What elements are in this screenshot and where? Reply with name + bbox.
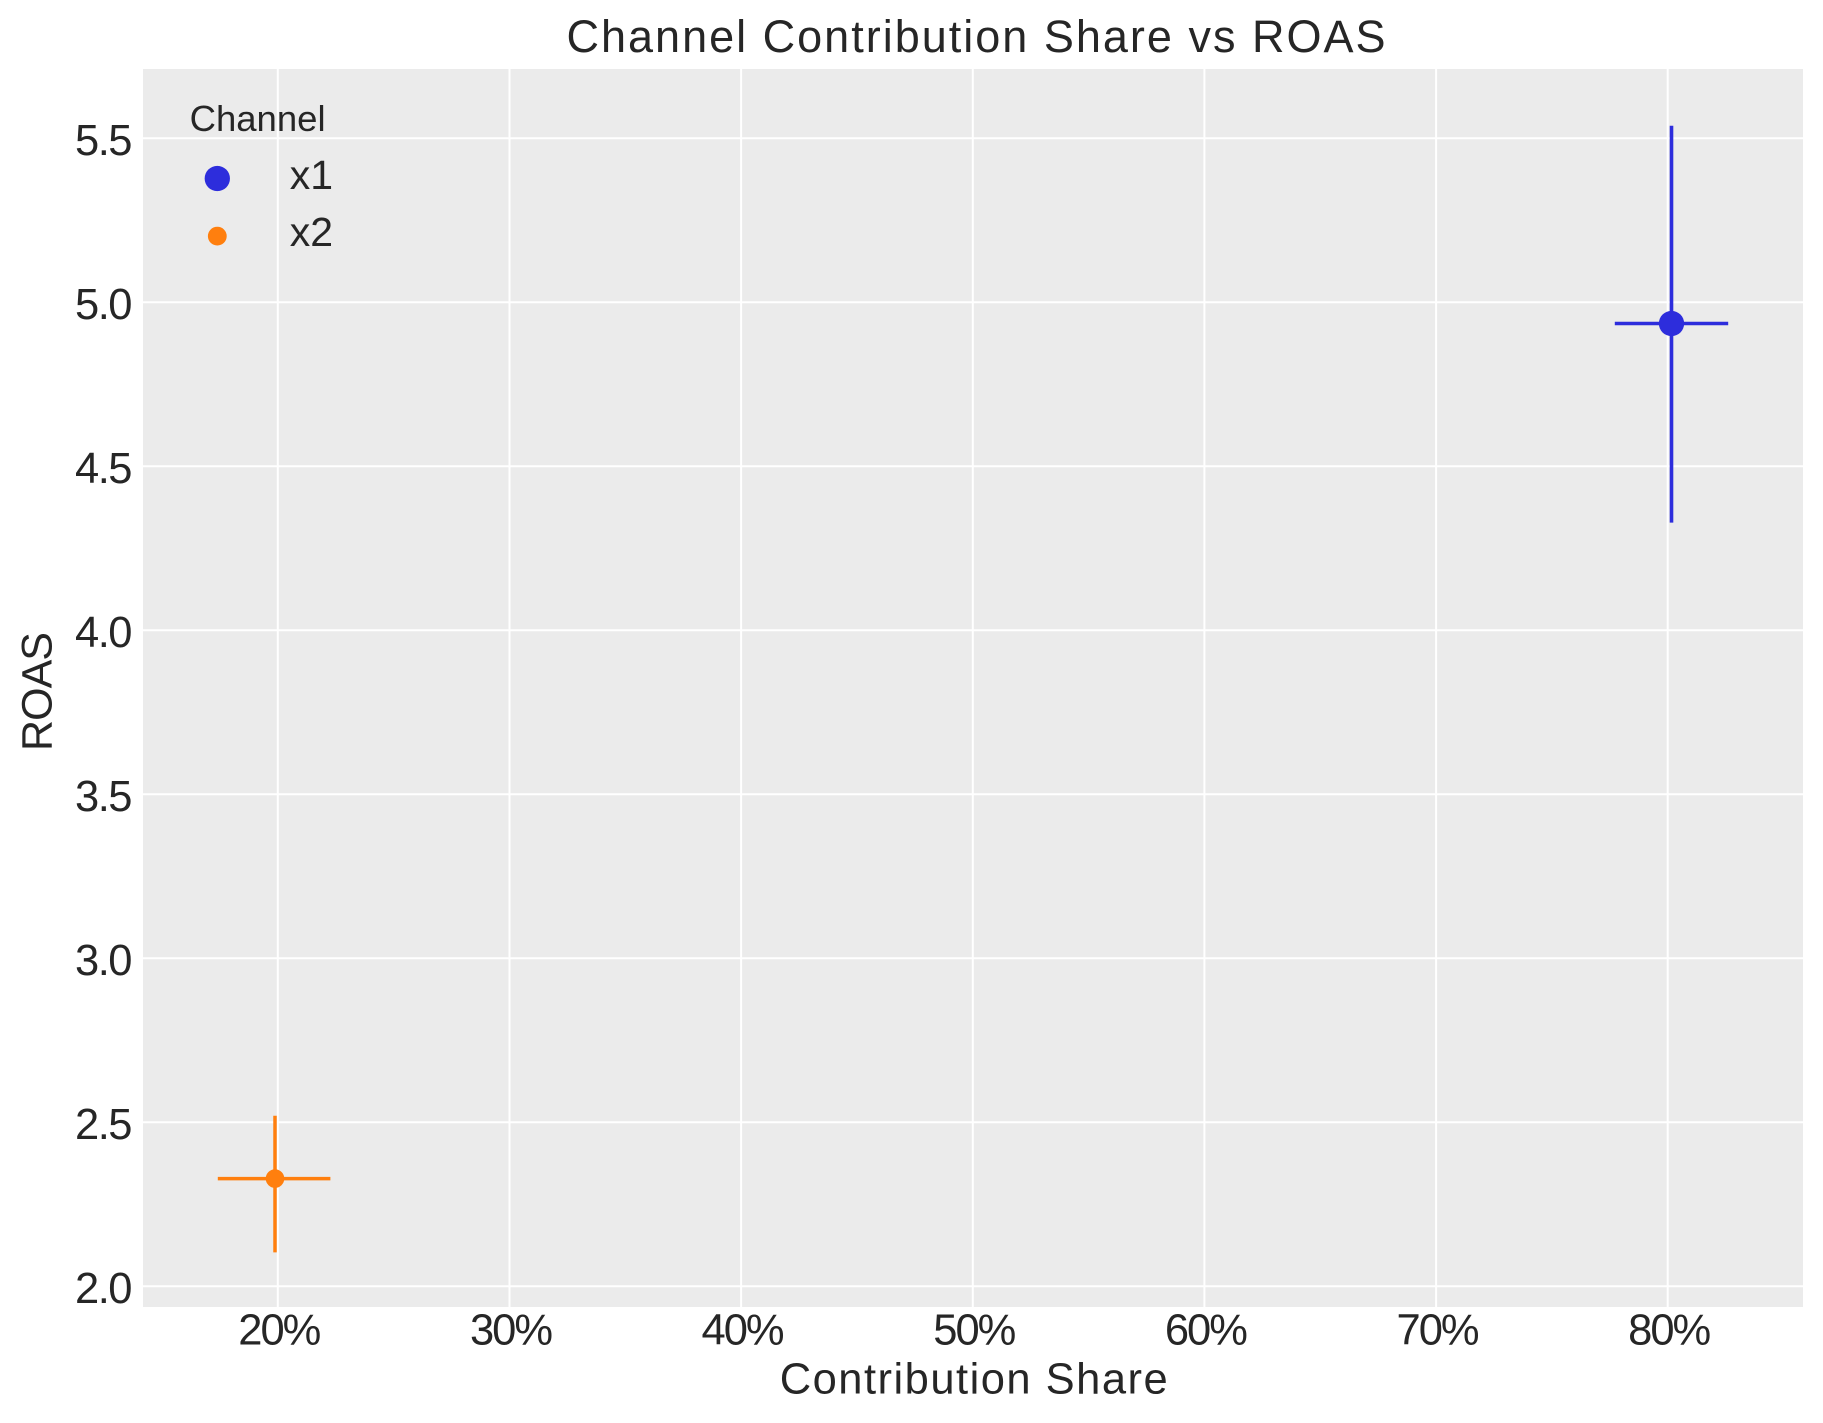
svg-text:2.5: 2.5 [75,1101,131,1149]
svg-text:Channel Contribution Share vs: Channel Contribution Share vs ROAS [567,11,1386,62]
svg-text:20%: 20% [238,1307,320,1355]
svg-text:60%: 60% [1165,1307,1247,1355]
svg-text:30%: 30% [470,1307,552,1355]
svg-text:70%: 70% [1397,1307,1479,1355]
svg-text:4.0: 4.0 [75,609,131,657]
svg-text:3.0: 3.0 [75,937,131,985]
svg-text:x1: x1 [290,152,333,198]
svg-text:5.0: 5.0 [75,281,131,329]
svg-text:80%: 80% [1628,1307,1710,1355]
svg-text:ROAS: ROAS [14,632,62,751]
svg-text:40%: 40% [702,1307,784,1355]
svg-text:x2: x2 [290,209,333,255]
svg-text:2.0: 2.0 [75,1265,131,1313]
svg-text:50%: 50% [933,1307,1015,1355]
svg-text:5.5: 5.5 [75,117,131,165]
svg-text:4.5: 4.5 [75,445,131,493]
svg-text:Channel: Channel [190,98,326,139]
svg-text:3.5: 3.5 [75,773,131,821]
svg-text:Contribution Share: Contribution Share [780,1356,1168,1404]
